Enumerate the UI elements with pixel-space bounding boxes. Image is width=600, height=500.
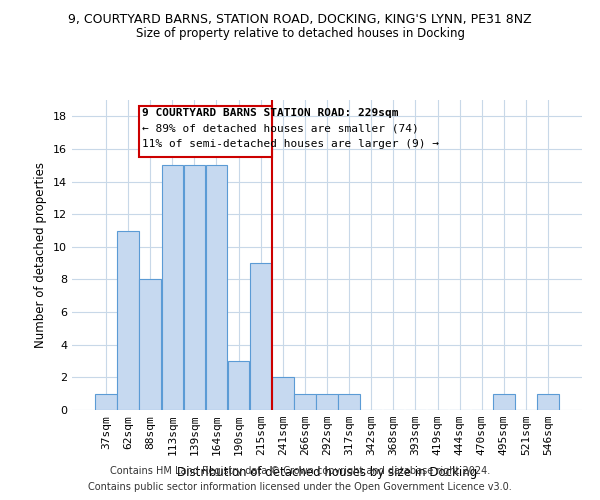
Bar xyxy=(493,394,515,410)
Text: ← 89% of detached houses are smaller (74): ← 89% of detached houses are smaller (74… xyxy=(142,124,419,134)
Bar xyxy=(184,166,205,410)
Bar xyxy=(228,361,249,410)
Bar xyxy=(161,166,183,410)
Bar xyxy=(117,230,139,410)
Y-axis label: Number of detached properties: Number of detached properties xyxy=(34,162,47,348)
Bar xyxy=(316,394,338,410)
Bar xyxy=(250,263,271,410)
Bar xyxy=(139,106,272,157)
Bar xyxy=(272,378,293,410)
Text: 9 COURTYARD BARNS STATION ROAD: 229sqm: 9 COURTYARD BARNS STATION ROAD: 229sqm xyxy=(142,108,399,118)
Text: 9, COURTYARD BARNS, STATION ROAD, DOCKING, KING'S LYNN, PE31 8NZ: 9, COURTYARD BARNS, STATION ROAD, DOCKIN… xyxy=(68,12,532,26)
Bar xyxy=(294,394,316,410)
Text: Contains public sector information licensed under the Open Government Licence v3: Contains public sector information licen… xyxy=(88,482,512,492)
Text: Contains HM Land Registry data © Crown copyright and database right 2024.: Contains HM Land Registry data © Crown c… xyxy=(110,466,490,476)
Bar xyxy=(338,394,360,410)
Bar xyxy=(95,394,116,410)
Bar xyxy=(206,166,227,410)
X-axis label: Distribution of detached houses by size in Docking: Distribution of detached houses by size … xyxy=(177,466,477,479)
Text: Size of property relative to detached houses in Docking: Size of property relative to detached ho… xyxy=(136,28,464,40)
Bar xyxy=(139,280,161,410)
Bar xyxy=(538,394,559,410)
Text: 11% of semi-detached houses are larger (9) →: 11% of semi-detached houses are larger (… xyxy=(142,139,439,149)
